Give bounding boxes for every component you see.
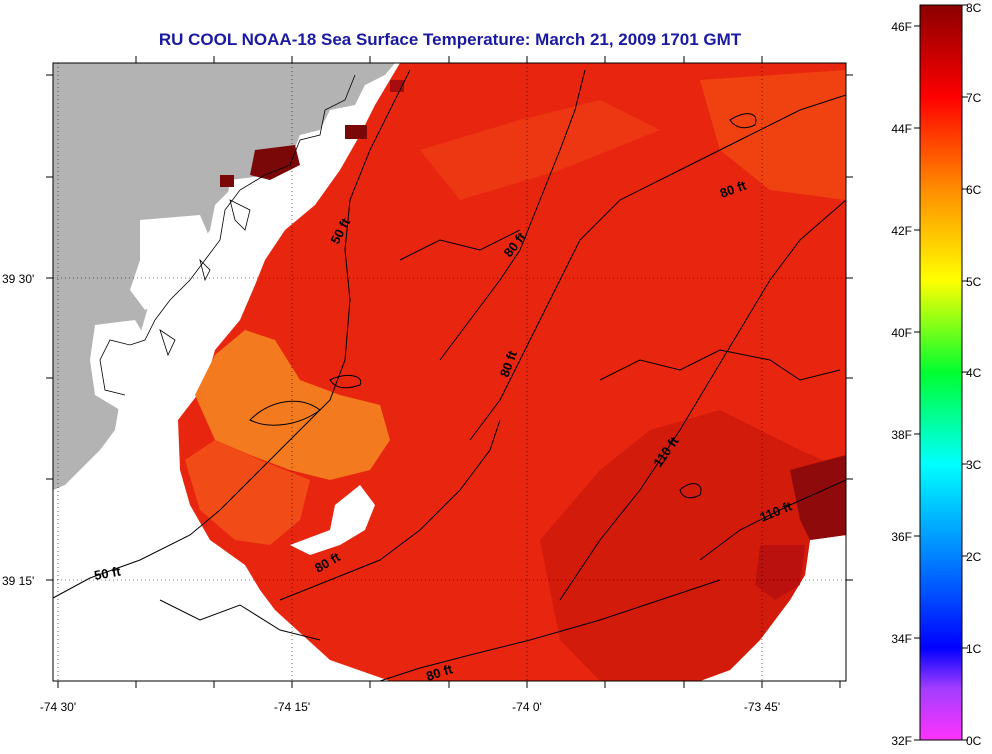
sst-speckle-3 — [345, 125, 367, 139]
lat-label-39-15: 39 15' — [2, 574, 34, 588]
gridlines — [53, 63, 846, 681]
no-data-inland — [130, 215, 215, 310]
land-new-jersey — [53, 63, 395, 490]
contour-110ft-east — [699, 479, 846, 561]
sst-orange-blend — [185, 440, 310, 545]
contour-loop-3 — [679, 483, 702, 499]
lon-label-74-0: -74 0' — [512, 700, 542, 714]
coastline-islands — [159, 199, 251, 357]
sst-dark-patch-south — [755, 545, 805, 600]
lon-label-73-45: -73 45' — [744, 700, 780, 714]
contour-80ft-north — [439, 69, 586, 361]
lon-label-74-15: -74 15' — [274, 700, 310, 714]
no-data-coast — [220, 110, 355, 265]
sst-dark-band — [540, 410, 846, 681]
contour-label-50ft-south: 50 ft — [93, 563, 123, 583]
sst-darkest-patch — [790, 455, 846, 540]
contour-wiggle-3 — [399, 229, 521, 261]
contour-wiggle-2 — [599, 349, 841, 381]
contour-80ft-mid — [469, 94, 846, 441]
contour-loop-4 — [329, 374, 362, 389]
coastline — [99, 74, 356, 396]
chart-title: RU COOL NOAA-18 Sea Surface Temperature:… — [158, 30, 742, 49]
no-data-hole — [290, 485, 375, 555]
lat-label-39-30: 39 30' — [2, 272, 34, 286]
contour-50ft — [53, 69, 411, 599]
tick-marks — [46, 56, 853, 688]
sst-light-streak — [420, 100, 660, 200]
contour-110ft — [559, 199, 846, 601]
sst-speckle-1 — [250, 145, 300, 180]
contour-loop-1 — [249, 400, 321, 426]
contour-loop-2 — [729, 113, 757, 129]
contour-80ft-bottom — [379, 579, 721, 681]
sst-ne-tint — [700, 70, 846, 200]
contour-wiggle-1 — [159, 599, 321, 641]
coastline-outline — [99, 74, 356, 396]
sst-speckle-2 — [220, 175, 234, 187]
sst-nearshore-patch — [195, 330, 390, 480]
lon-label-74-30: -74 30' — [40, 700, 76, 714]
